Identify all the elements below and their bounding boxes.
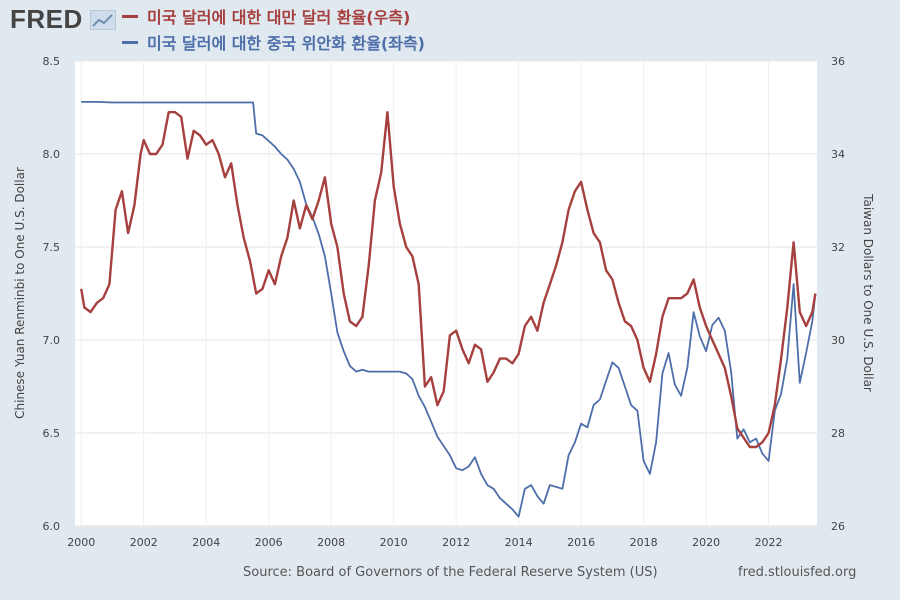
x-tick-label: 2018 bbox=[630, 536, 658, 549]
x-tick-label: 2014 bbox=[505, 536, 533, 549]
legend-label-china: 미국 달러에 대한 중국 위안화 환율(좌측) bbox=[147, 34, 425, 53]
y-right-tick-label: 30 bbox=[831, 334, 845, 347]
legend-item-china[interactable]: 미국 달러에 대한 중국 위안화 환율(좌측) bbox=[122, 29, 425, 55]
y-right-tick-label: 32 bbox=[831, 241, 845, 254]
x-tick-label: 2000 bbox=[67, 536, 95, 549]
fred-url-link[interactable]: fred.stlouisfed.org bbox=[738, 565, 857, 580]
x-tick-label: 2010 bbox=[380, 536, 408, 549]
y-right-tick-label: 28 bbox=[831, 427, 845, 440]
y-left-tick-label: 6.0 bbox=[43, 520, 61, 533]
source-note: Source: Board of Governors of the Federa… bbox=[243, 565, 658, 580]
y-right-tick-label: 26 bbox=[831, 520, 845, 533]
legend: 미국 달러에 대한 대만 달러 환율(우측) 미국 달러에 대한 중국 위안화 … bbox=[122, 3, 425, 55]
x-tick-label: 2002 bbox=[130, 536, 158, 549]
x-tick-label: 2016 bbox=[567, 536, 595, 549]
y-axis-right: 26 28 30 32 34 36 bbox=[831, 55, 845, 533]
legend-label-taiwan: 미국 달러에 대한 대만 달러 환율(우측) bbox=[147, 8, 411, 27]
x-tick-label: 2012 bbox=[442, 536, 470, 549]
fred-logo[interactable]: FRED bbox=[10, 4, 83, 34]
chart-line-icon bbox=[90, 10, 116, 30]
y-axis-right-label: Taiwan Dollars to One U.S. Dollar bbox=[861, 193, 875, 392]
y-right-tick-label: 34 bbox=[831, 148, 845, 161]
y-axis-left-label: Chinese Yuan Renminbi to One U.S. Dollar bbox=[13, 167, 27, 419]
x-tick-label: 2022 bbox=[755, 536, 783, 549]
x-tick-label: 2006 bbox=[255, 536, 283, 549]
y-left-tick-label: 8.5 bbox=[43, 55, 61, 68]
y-left-tick-label: 7.0 bbox=[43, 334, 61, 347]
y-left-tick-label: 7.5 bbox=[43, 241, 61, 254]
header: FRED 미국 달러에 대한 대만 달러 환율(우측) 미국 달러에 대한 중국… bbox=[0, 0, 900, 58]
legend-swatch-china bbox=[122, 40, 138, 44]
legend-swatch-taiwan bbox=[122, 14, 138, 18]
series-layer bbox=[80, 101, 817, 518]
legend-item-taiwan[interactable]: 미국 달러에 대한 대만 달러 환율(우측) bbox=[122, 3, 425, 29]
y-left-tick-label: 6.5 bbox=[43, 427, 61, 440]
y-left-tick-label: 8.0 bbox=[43, 148, 61, 161]
series-line-taiwan[interactable] bbox=[80, 111, 817, 449]
x-tick-label: 2004 bbox=[192, 536, 220, 549]
series-line-china[interactable] bbox=[81, 101, 817, 518]
x-axis: 2000 2002 2004 2006 2008 2010 2012 2014 2016 2018… bbox=[67, 536, 782, 549]
y-right-tick-label: 36 bbox=[831, 55, 845, 68]
x-tick-label: 2008 bbox=[317, 536, 345, 549]
x-tick-label: 2020 bbox=[692, 536, 720, 549]
y-axis-left: 6.0 6.5 7.0 7.5 8.0 8.5 bbox=[43, 55, 61, 533]
